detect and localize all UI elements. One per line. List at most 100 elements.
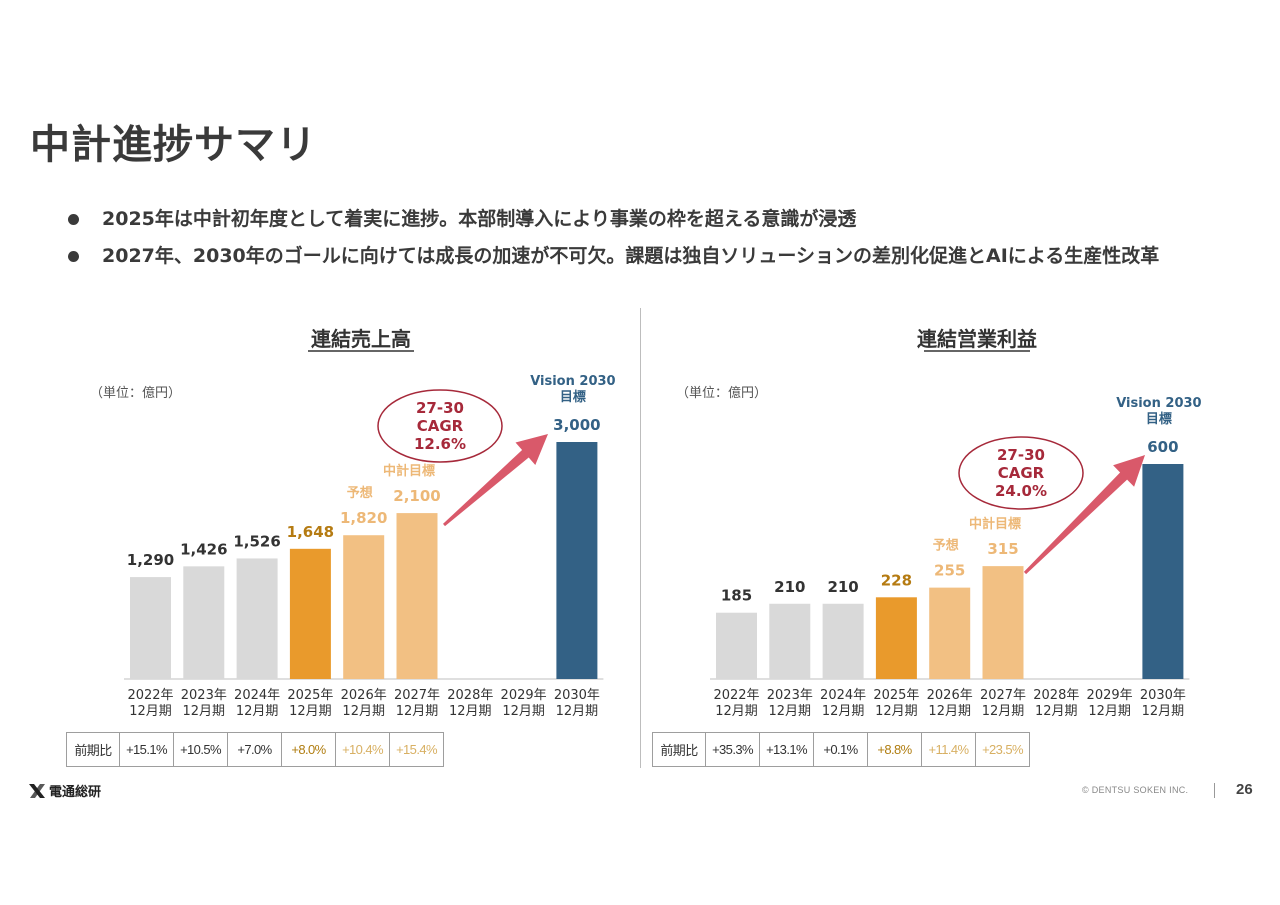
logo-mark-icon [29,783,45,798]
x-tick-label: 2025年 [287,688,333,703]
cagr-label: CAGR [417,417,464,435]
bar-value-label: 210 [774,578,805,596]
bar-actual [183,566,225,679]
x-tick-label: 2026年 [341,688,387,703]
chart-title: 連結売上高 [311,327,411,351]
growth-row-label: 前期比 [66,732,120,767]
bar-value-label: 228 [881,571,912,589]
bar-actual [130,577,171,679]
bar-value-label: 2,100 [393,487,440,505]
bar-vision [556,442,598,679]
bar-value-label: 1,426 [180,540,227,558]
x-tick-label: 2022年 [127,688,173,703]
x-tick-label: 12月期 [822,704,865,718]
x-tick-label: 2025年 [873,688,919,703]
x-tick-label: 12月期 [875,704,918,718]
bar-forecast [343,535,385,679]
footer-separator [1214,783,1215,798]
x-tick-label: 12月期 [236,704,279,718]
growth-cell: +23.5% [975,732,1030,767]
bar-forecast [396,513,438,679]
x-tick-label: 12月期 [556,704,599,718]
bar-value-label: 255 [934,562,965,580]
x-tick-label: 2029年 [501,688,547,703]
x-tick-label: 2024年 [234,688,280,703]
x-tick-label: 12月期 [289,704,332,718]
x-tick-label: 12月期 [502,704,545,718]
bar-note-label: 中計目標 [969,516,1021,532]
bar-value-label: 1,820 [340,509,387,527]
bar-forecast [929,587,971,679]
x-tick-label: 2023年 [767,688,813,703]
bar-actual [769,603,811,679]
revenue-growth-table: 前期比 +15.1% +10.5% +7.0% +8.0% +10.4% +15.4% [66,732,444,767]
operating-profit-chart: 連結営業利益（単位：億円）2022年12月期1852023年12月期210202… [676,327,1202,718]
bar-actual [716,612,757,679]
bar-note-label: 予想 [933,538,959,554]
revenue-chart-panel: 連結売上高 （単位：億円） 2022年 12月期 1,290 2023年 12月期 1,426… [0,318,620,778]
bar-value-label: 3,000 [553,416,600,434]
x-tick-label: 2027年 [394,688,440,703]
x-tick-label: 2022年 [713,688,759,703]
cagr-label: 24.0% [995,482,1047,500]
growth-arrow-icon [1023,455,1145,575]
unit-label: （単位：億円） [90,385,181,401]
vision-label: Vision 2030 [1116,396,1201,411]
vision-label: Vision 2030 [530,374,615,389]
operating-profit-growth-table: 前期比 +35.3% +13.1% +0.1% +8.8% +11.4% +23.5% [652,732,1030,767]
cagr-label: 27-30 [997,446,1045,464]
bullet-item: 2025年は中計初年度として着実に進捗。本部制導入により事業の枠を超える意識が浸… [68,204,1208,235]
cagr-label: 12.6% [414,435,466,453]
x-tick-label: 2027年 [980,688,1026,703]
x-tick-label: 12月期 [769,704,812,718]
x-tick-label: 12月期 [449,704,492,718]
x-tick-label: 2028年 [1033,688,1079,703]
growth-cell: +8.0% [281,732,336,767]
x-tick-label: 12月期 [1142,704,1185,718]
x-tick-label: 12月期 [1088,704,1131,718]
growth-arrow-icon [443,434,548,527]
bar-value-label: 210 [827,578,858,596]
cagr-label: 27-30 [416,399,464,417]
growth-cell: +15.4% [389,732,444,767]
bar-value-label: 1,526 [233,532,280,550]
growth-cell: +11.4% [921,732,976,767]
bar-value-label: 1,290 [127,551,174,569]
bar-value-label: 185 [721,587,752,605]
growth-cell: +13.1% [759,732,814,767]
bar-value-label: 600 [1147,438,1178,456]
company-logo: 電通総研 [28,781,101,800]
x-tick-label: 12月期 [129,704,172,718]
x-tick-label: 12月期 [982,704,1025,718]
growth-cell: +8.8% [867,732,922,767]
bar-actual [822,603,864,679]
chart-divider [640,308,641,768]
growth-cell: +35.3% [705,732,760,767]
cagr-label: CAGR [998,464,1045,482]
growth-cell: +7.0% [227,732,282,767]
x-tick-label: 12月期 [183,704,226,718]
x-tick-label: 12月期 [396,704,439,718]
cagr-ellipse [958,436,1084,510]
x-tick-label: 2030年 [1140,688,1186,703]
x-tick-label: 2028年 [447,688,493,703]
growth-cell: +0.1% [813,732,868,767]
page-number: 26 [1236,781,1253,798]
growth-cell: +10.5% [173,732,228,767]
x-tick-label: 12月期 [342,704,385,718]
copyright: © DENTSU SOKEN INC. [1082,785,1189,795]
vision-label: 目標 [560,389,586,405]
logo-text: 電通総研 [49,785,102,800]
x-tick-label: 12月期 [928,704,971,718]
bar-actual [236,558,278,679]
x-tick-label: 12月期 [715,704,758,718]
bullet-item: 2027年、2030年のゴールに向けては成長の加速が不可欠。課題は独自ソリューシ… [68,241,1208,272]
page-title: 中計進捗サマリ [30,122,317,168]
cagr-ellipse [377,389,503,463]
summary-bullets: 2025年は中計初年度として着実に進捗。本部制導入により事業の枠を超える意識が浸… [68,204,1208,278]
bar-current [875,597,917,679]
bar-forecast [982,566,1024,679]
x-tick-label: 2029年 [1087,688,1133,703]
operating-profit-chart-panel: 連結営業利益 （単位：億円） 2022年 12月期 185 2023年 12月期 210 202… [640,318,1260,778]
bar-note-label: 中計目標 [383,463,435,479]
